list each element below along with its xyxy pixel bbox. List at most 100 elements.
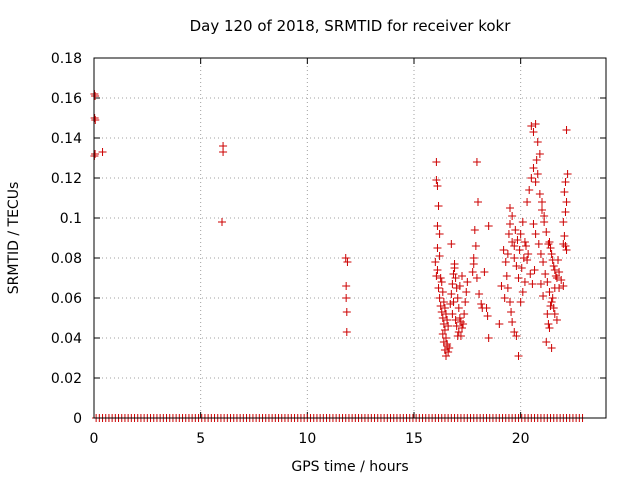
data-point <box>554 256 562 264</box>
data-point <box>435 294 444 302</box>
data-point <box>557 276 566 284</box>
data-point <box>458 272 466 280</box>
data-point <box>512 332 521 340</box>
data-point <box>442 334 450 342</box>
data-point <box>431 258 440 266</box>
data-point <box>547 250 556 258</box>
data-point <box>545 238 554 246</box>
y-tick-label: 0.18 <box>51 51 82 67</box>
data-point <box>532 156 541 164</box>
data-point <box>562 246 571 254</box>
data-point <box>548 294 557 302</box>
data-point <box>516 230 525 238</box>
data-point <box>432 272 441 280</box>
data-point <box>438 330 447 338</box>
data-point <box>540 212 549 220</box>
data-point <box>459 320 468 328</box>
data-point <box>520 278 529 286</box>
data-point <box>515 246 524 254</box>
data-point <box>547 298 556 306</box>
data-point <box>500 294 509 302</box>
data-points <box>90 90 587 422</box>
y-axis-label: SRMTID / TECUs <box>6 182 22 295</box>
data-point <box>562 198 571 206</box>
data-point <box>536 280 545 288</box>
data-point <box>470 226 479 234</box>
data-point <box>504 230 513 238</box>
data-point <box>545 324 554 332</box>
data-point <box>510 242 519 250</box>
data-point <box>510 328 519 336</box>
data-point <box>516 298 525 306</box>
data-point <box>469 260 478 268</box>
data-point <box>531 178 540 186</box>
data-point <box>533 170 542 178</box>
data-point <box>531 120 540 128</box>
data-point <box>477 300 486 308</box>
data-point <box>472 274 481 282</box>
data-point <box>547 344 556 352</box>
data-point <box>456 318 465 326</box>
data-point <box>440 326 449 334</box>
data-point <box>529 164 538 172</box>
data-point <box>543 278 552 286</box>
data-point <box>453 332 462 340</box>
x-tick-label: 10 <box>298 431 316 447</box>
data-point <box>453 294 462 302</box>
y-tick-label: 0.1 <box>60 211 82 227</box>
data-point <box>433 266 442 274</box>
data-point <box>530 266 539 274</box>
data-point <box>342 328 351 336</box>
data-point <box>549 304 558 312</box>
data-point <box>539 292 548 300</box>
data-point <box>439 320 448 328</box>
data-point <box>539 258 548 266</box>
data-point <box>523 256 532 264</box>
data-point <box>550 310 559 318</box>
data-point <box>483 312 492 320</box>
data-point <box>341 254 350 262</box>
data-point <box>448 310 457 318</box>
data-point <box>484 334 493 342</box>
data-point <box>561 242 570 250</box>
data-point <box>510 254 519 262</box>
data-point <box>535 150 544 158</box>
data-point <box>440 346 449 354</box>
data-point <box>519 254 528 262</box>
data-point <box>514 274 523 282</box>
data-point <box>506 220 514 228</box>
data-point <box>450 260 459 268</box>
data-point <box>454 304 463 312</box>
grid-lines <box>94 58 606 418</box>
data-point <box>454 328 463 336</box>
data-point <box>440 304 449 312</box>
data-point <box>433 244 442 252</box>
data-point <box>527 122 536 130</box>
data-point <box>437 308 446 316</box>
data-point <box>447 240 456 248</box>
data-point <box>435 252 444 260</box>
data-point <box>526 270 535 278</box>
data-point <box>438 314 447 322</box>
data-point <box>508 318 517 326</box>
data-point <box>503 250 512 258</box>
data-point <box>559 218 568 226</box>
data-point <box>439 298 448 306</box>
data-point <box>455 314 464 322</box>
data-point <box>437 278 446 286</box>
x-axis-label: GPS time / hours <box>291 459 408 475</box>
x-tick-label: 20 <box>512 431 530 447</box>
data-point <box>432 158 441 166</box>
data-point <box>439 338 448 346</box>
data-point <box>512 262 521 270</box>
y-tick-label: 0 <box>73 411 82 427</box>
data-point <box>343 258 352 266</box>
data-point <box>91 116 100 124</box>
plot-frame <box>93 57 607 419</box>
data-point <box>463 278 472 286</box>
data-point <box>535 190 544 198</box>
data-point <box>444 348 453 356</box>
data-point <box>542 228 551 236</box>
y-tick-label: 0.08 <box>51 251 82 267</box>
